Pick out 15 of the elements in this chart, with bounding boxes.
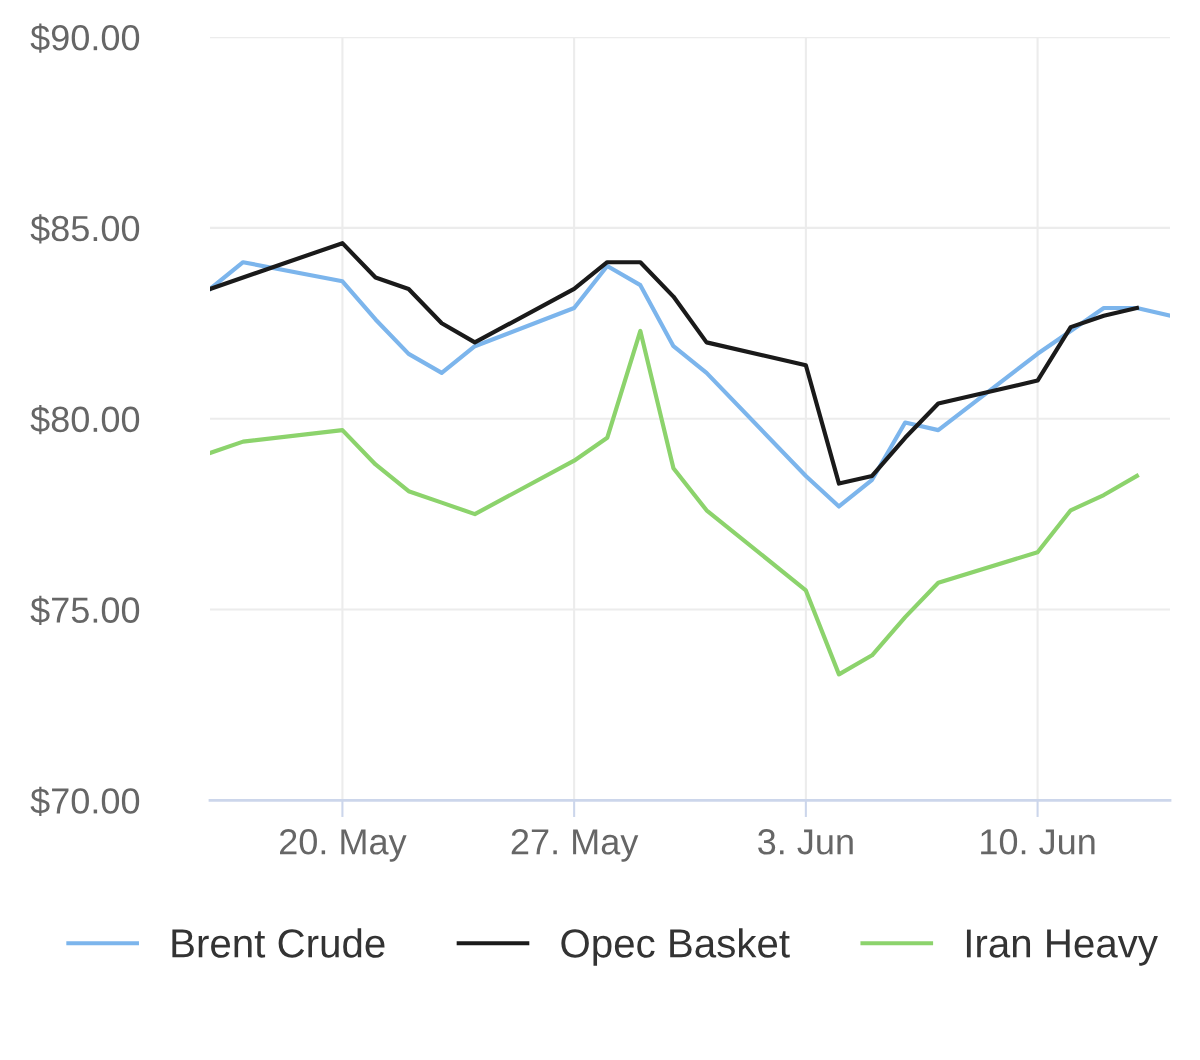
legend-label: Opec Basket [561, 928, 790, 966]
legend-label: Brent Crude [172, 928, 385, 958]
x-tick-label: 27. May [511, 829, 639, 862]
legend-label: Iran Heavy [966, 929, 1158, 966]
x-tick-label: 20. May [280, 829, 407, 862]
line-series [210, 260, 1170, 509]
y-tick-label: $90.00 [30, 23, 140, 53]
x-tick-label: 3. Jun [758, 829, 853, 855]
x-tick-label: 10. Jun [981, 829, 1095, 855]
y-tick-label: $85.00 [30, 214, 140, 244]
line-series [210, 328, 1139, 677]
y-tick-label: $80.00 [30, 405, 140, 435]
line-series [210, 241, 1139, 486]
y-tick-label: $75.00 [30, 595, 140, 626]
y-tick-label: $70.00 [30, 786, 140, 816]
